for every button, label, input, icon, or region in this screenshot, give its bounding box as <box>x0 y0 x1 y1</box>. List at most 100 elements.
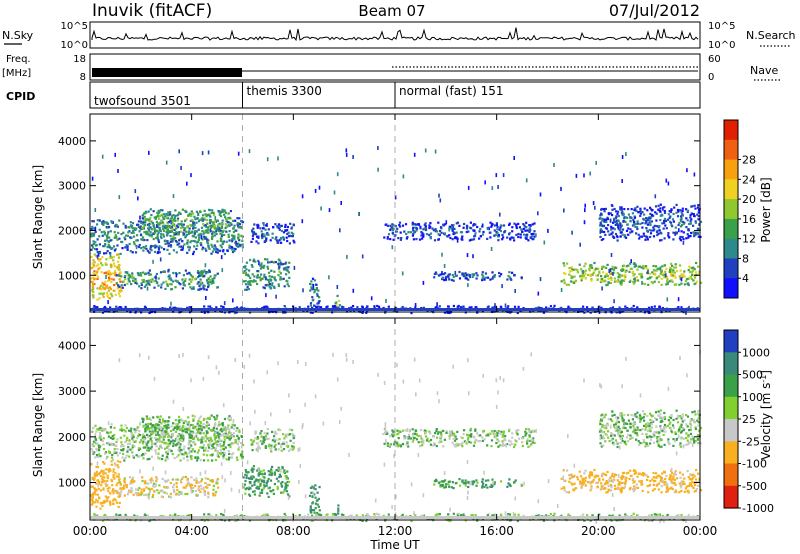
power-speckle <box>109 252 112 257</box>
velocity-echo-cell <box>186 431 189 434</box>
power-echo-cell <box>195 247 198 251</box>
power-echo-cell <box>641 221 644 225</box>
power-speckle <box>118 195 121 200</box>
power-echo-cell <box>119 290 122 293</box>
power-echo-cell <box>423 223 426 226</box>
power-echo-cell <box>570 269 573 272</box>
power-echo-cell <box>231 234 234 237</box>
power-echo-cell <box>102 292 106 295</box>
power-echo-cell <box>448 273 451 276</box>
velocity-echo-cell <box>132 493 135 496</box>
power-echo-cell <box>216 248 219 251</box>
velocity-echo-cell <box>223 417 227 421</box>
power-echo-cell <box>154 244 157 247</box>
power-echo-cell <box>240 306 243 309</box>
power-echo-cell <box>236 223 239 226</box>
power-echo-cell <box>188 278 191 281</box>
power-echo-cell <box>614 220 617 223</box>
velocity-echo-cell <box>184 428 187 431</box>
power-echo-cell <box>287 266 290 269</box>
power-echo-cell <box>147 282 150 285</box>
power-echo-cell <box>589 264 592 267</box>
velocity-echo-cell <box>272 492 275 495</box>
power-echo-cell <box>286 239 289 243</box>
velocity-echo-cell <box>147 449 150 452</box>
power-echo-cell <box>96 251 99 254</box>
power-echo-cell <box>271 236 274 239</box>
power-echo-cell <box>197 239 200 242</box>
velocity-echo-cell <box>132 436 135 439</box>
velocity-echo-cell <box>272 489 275 492</box>
power-echo-cell <box>278 270 281 273</box>
power-echo-cell <box>478 237 481 240</box>
velocity-echo-cell <box>212 429 215 432</box>
power-echo-cell <box>116 238 119 241</box>
power-echo-cell <box>462 226 465 229</box>
power-echo-cell <box>226 217 229 221</box>
power-speckle <box>466 253 469 258</box>
power-echo-cell <box>589 266 592 269</box>
velocity-echo-cell <box>150 440 153 443</box>
power-echo-cell <box>100 262 103 265</box>
velocity-echo-cell <box>440 433 443 436</box>
velocity-echo-cell <box>193 426 196 429</box>
power-echo-cell <box>680 211 683 214</box>
power-echo-cell <box>132 229 135 233</box>
velocity-echo-cell <box>508 430 511 433</box>
power-echo-cell <box>639 214 642 217</box>
power-speckle <box>301 194 304 199</box>
velocity-echo-cell <box>474 429 477 432</box>
power-echo-cell <box>157 246 160 249</box>
power-echo-cell <box>237 236 240 239</box>
velocity-echo-cell <box>115 444 118 447</box>
power-speckle <box>560 186 562 191</box>
power-echo-cell <box>635 232 638 235</box>
velocity-echo-cell <box>153 426 156 429</box>
power-echo-cell <box>424 225 427 228</box>
power-echo-cell <box>688 271 691 274</box>
power-echo-cell <box>277 284 280 288</box>
power-speckle <box>361 254 364 259</box>
velocity-echo-cell <box>216 431 219 434</box>
power-echo-cell <box>205 218 209 222</box>
velocity-echo-cell <box>195 481 198 484</box>
power-echo-cell <box>528 228 531 231</box>
power-echo-cell <box>672 238 675 241</box>
power-echo-cell <box>163 226 166 229</box>
velocity-echo-cell <box>490 430 493 433</box>
power-echo-cell <box>570 266 573 269</box>
power-echo-cell <box>215 227 218 231</box>
velocity-echo-cell <box>123 477 126 480</box>
power-echo-cell <box>600 238 603 242</box>
velocity-echo-cell <box>120 445 123 448</box>
velocity-echo-cell <box>109 426 113 429</box>
velocity-echo-cell <box>91 493 94 496</box>
power-echo-cell <box>174 233 177 236</box>
velocity-echo-cell <box>148 417 151 420</box>
power-echo-cell <box>499 226 502 229</box>
power-echo-cell <box>232 231 235 234</box>
power-echo-cell <box>140 283 143 286</box>
velocity-echo-cell <box>281 465 284 469</box>
velocity-echo-cell <box>137 492 140 495</box>
velocity-echo-cell <box>251 449 254 452</box>
power-echo-cell <box>438 305 441 308</box>
velocity-echo-cell <box>273 438 276 441</box>
velocity-echo-cell <box>277 469 280 473</box>
velocity-echo-cell <box>278 438 281 441</box>
power-echo-cell <box>586 310 589 313</box>
power-echo-cell <box>311 311 314 314</box>
power-echo-cell <box>182 226 185 229</box>
power-echo-cell <box>98 292 101 295</box>
power-echo-cell <box>467 278 470 281</box>
power-echo-cell <box>158 226 161 229</box>
power-echo-cell <box>411 234 414 237</box>
velocity-echo-cell <box>482 482 485 485</box>
velocity-echo-cell <box>124 441 127 444</box>
velocity-echo-cell <box>182 426 185 429</box>
power-echo-cell <box>361 306 364 309</box>
power-echo-cell <box>247 274 250 278</box>
power-echo-cell <box>665 283 668 286</box>
power-echo-cell <box>690 231 693 235</box>
velocity-echo-cell <box>394 445 397 448</box>
